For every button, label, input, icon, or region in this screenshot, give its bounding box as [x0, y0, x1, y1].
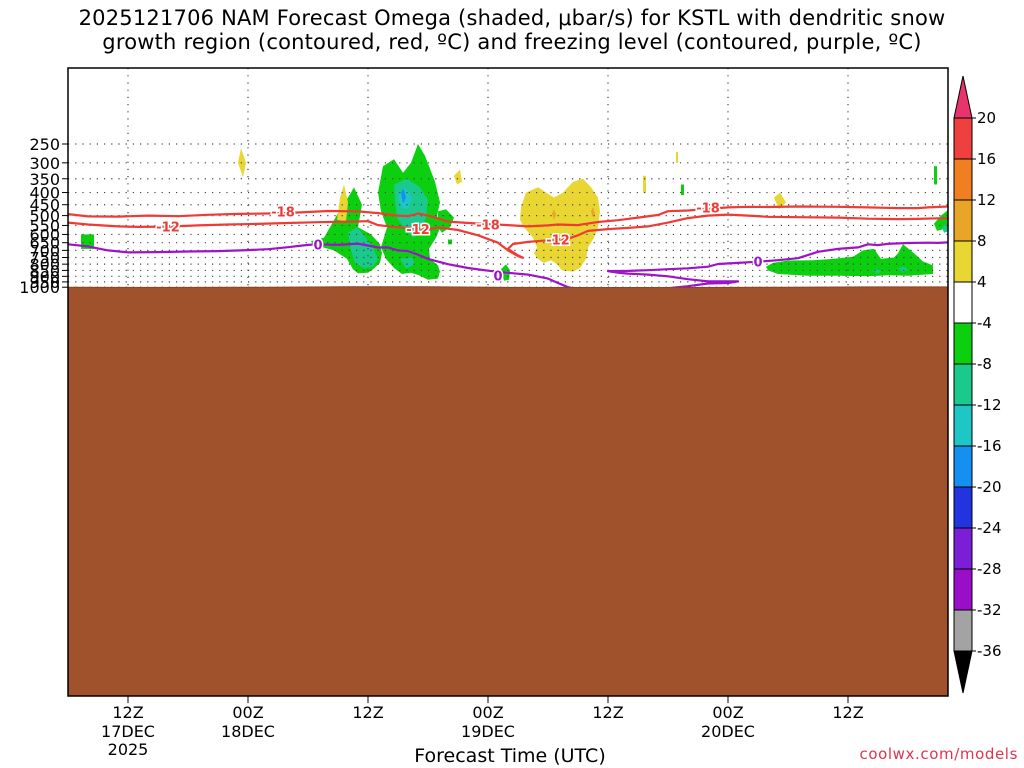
- colorbar-label-4: 4: [977, 273, 987, 291]
- site-credit: coolwx.com/models: [859, 745, 1018, 763]
- x-tick-label-6: 12Z: [832, 703, 863, 722]
- plot-frame: [67, 67, 949, 697]
- terrain-surface: [67, 286, 949, 697]
- y-tick-label-750: 750: [29, 248, 60, 267]
- y-tick-label-300: 300: [29, 154, 60, 173]
- y-tick-label-850: 850: [29, 261, 60, 280]
- title-line-2: growth region (contoured, red, ºC) and f…: [102, 30, 922, 54]
- contour-label--12-1: -12: [406, 223, 430, 238]
- omega-area-core-low: [400, 257, 415, 269]
- x-tick-sublabel-3-0: 19DEC: [461, 722, 515, 741]
- y-tick-label-450: 450: [29, 196, 60, 215]
- contour-label--18-0: -18: [271, 206, 295, 221]
- colorbar-segment-9: [953, 486, 973, 529]
- colorbar-top-arrow: [953, 75, 973, 119]
- colorbar-label-2: 12: [977, 191, 996, 209]
- omega-area-core-max: [401, 188, 406, 204]
- colorbar-segment-4: [953, 281, 973, 324]
- omega-area-sink-max-2: [591, 207, 595, 218]
- colorbar-segment-11: [953, 568, 973, 611]
- x-tick-sublabel-5-0: 20DEC: [701, 722, 755, 741]
- y-tick-label-550: 550: [29, 216, 60, 235]
- contour-line--12: [68, 213, 948, 259]
- omega-area-ascent-lowlevel: [766, 244, 933, 277]
- y-tick-label-350: 350: [29, 170, 60, 189]
- x-tick-label-2: 12Z: [352, 703, 383, 722]
- omega-area-sink-upper: [238, 148, 246, 178]
- omega-area-sink-mid-thin: [454, 169, 462, 185]
- colorbar-label-3: 8: [977, 232, 987, 250]
- colorbar-label-6: -8: [977, 355, 992, 373]
- x-tick-label-4: 12Z: [592, 703, 623, 722]
- y-tick-label-1000: 1000: [19, 278, 60, 297]
- contour-label--18-2: -18: [696, 202, 720, 217]
- omega-area-sink-thin-2: [676, 152, 678, 163]
- colorbar: 20 16 12 8 4 -4 -8 -12 -16 -20 -24 -28 -32 -36: [953, 75, 1002, 694]
- x-tick-label-3: 00Z: [472, 703, 503, 722]
- colorbar-segment-6: [953, 363, 973, 406]
- colorbar-label-13: -36: [977, 642, 1002, 660]
- y-tick-label-900: 900: [29, 267, 60, 286]
- colorbar-label-0: 20: [977, 109, 996, 127]
- colorbar-label-12: -32: [977, 601, 1002, 619]
- x-axis-title: Forecast Time (UTC): [414, 745, 606, 767]
- colorbar-bottom-arrow: [953, 650, 973, 694]
- y-tick-label-650: 650: [29, 234, 60, 253]
- contour-label-0-2: 0: [753, 255, 762, 270]
- colorbar-segment-1: [953, 158, 973, 201]
- contour-label--12-0: -12: [156, 221, 180, 236]
- colorbar-segment-3: [953, 240, 973, 283]
- colorbar-segment-7: [953, 404, 973, 447]
- x-tick-label-1: 00Z: [232, 703, 263, 722]
- x-tick-sublabel-0-1: 2025: [108, 740, 149, 759]
- contour-label--18-1: -18: [476, 218, 500, 233]
- contour-label--12-2: -12: [546, 234, 570, 249]
- colorbar-segment-2: [953, 199, 973, 242]
- omega-area-ascent-small: [448, 239, 452, 245]
- omega-area-ascent-thin-1: [681, 184, 684, 196]
- y-tick-label-250: 250: [29, 135, 60, 154]
- colorbar-segment-8: [953, 445, 973, 488]
- x-tick-label-5: 00Z: [712, 703, 743, 722]
- y-axis: 2503003504004505005506006507007508008509…: [19, 135, 68, 297]
- contour-line--18: [68, 205, 948, 228]
- y-tick-label-950: 950: [29, 273, 60, 292]
- x-tick-label-0: 12Z: [112, 703, 143, 722]
- contour-lines: -18 -18 -18 -12 -12 -12 0 0 0: [68, 200, 948, 291]
- x-tick-sublabel-1-0: 18DEC: [221, 722, 275, 741]
- x-tick-sublabel-0-0: 17DEC: [101, 722, 155, 741]
- omega-area-ascent-thin-2: [934, 166, 937, 185]
- y-tick-label-800: 800: [29, 255, 60, 274]
- colorbar-label-9: -20: [977, 478, 1002, 496]
- colorbar-label-1: 16: [977, 150, 996, 168]
- omega-area-sink-thin-1: [643, 175, 646, 193]
- chart-title: 2025121706 NAM Forecast Omega (shaded, μ…: [0, 6, 1024, 54]
- y-tick-label-700: 700: [29, 241, 60, 260]
- colorbar-segment-5: [953, 322, 973, 365]
- y-tick-label-400: 400: [29, 184, 60, 203]
- colorbar-segment-12: [953, 609, 973, 652]
- colorbar-label-10: -24: [977, 519, 1002, 537]
- y-tick-label-500: 500: [29, 207, 60, 226]
- colorbar-label-11: -28: [977, 560, 1002, 578]
- omega-area-sink-max-1: [552, 209, 556, 220]
- omega-area-sink-small: [774, 192, 786, 210]
- omega-area-ascent-lowlevel-core-2: [898, 266, 908, 273]
- omega-shading: [81, 144, 948, 281]
- contour-label-0-0: 0: [313, 239, 322, 254]
- y-tick-label-600: 600: [29, 225, 60, 244]
- colorbar-label-5: -4: [977, 314, 992, 332]
- ground-surface: [67, 286, 949, 697]
- colorbar-label-8: -16: [977, 437, 1002, 455]
- title-line-1: 2025121706 NAM Forecast Omega (shaded, μ…: [78, 6, 946, 30]
- colorbar-segment-0: [953, 117, 973, 160]
- colorbar-label-7: -12: [977, 396, 1002, 414]
- contour-label-0-1: 0: [493, 269, 502, 284]
- colorbar-segment-10: [953, 527, 973, 570]
